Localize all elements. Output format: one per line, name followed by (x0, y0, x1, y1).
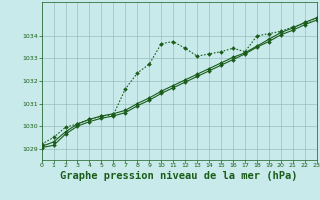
X-axis label: Graphe pression niveau de la mer (hPa): Graphe pression niveau de la mer (hPa) (60, 171, 298, 181)
